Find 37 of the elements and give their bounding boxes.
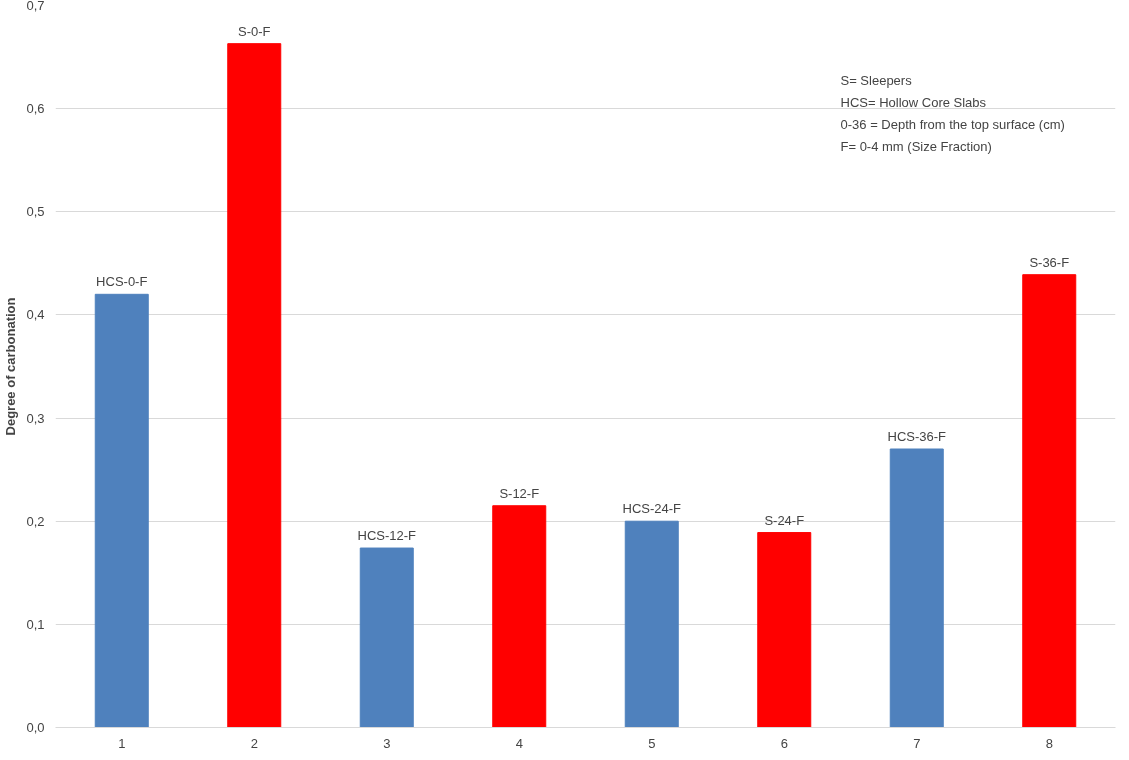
annotation: HCS-24-F [622, 501, 682, 517]
y-axis-title: Degree of carbonation [3, 297, 19, 436]
annotation: 0-36 = Depth from the top surface (cm) [840, 116, 1065, 132]
annotation: S= Sleepers [840, 72, 913, 88]
annotation: HCS-36-F [887, 429, 947, 445]
bar [757, 532, 812, 728]
annotation: S-0-F [238, 23, 271, 39]
x-tick-label: 3 [383, 735, 391, 751]
annotation: S-24-F [764, 512, 805, 528]
bar [889, 448, 944, 728]
y-tick-label: 0,6 [26, 101, 45, 117]
y-tick-label: 0,3 [26, 410, 45, 426]
y-tick-label: 0,2 [26, 513, 45, 529]
annotation: S-12-F [499, 485, 540, 501]
y-tick-label: 0,7 [26, 0, 45, 13]
annotation: HCS-0-F [96, 274, 148, 290]
y-tick-label: 0,4 [26, 307, 45, 323]
annotation: S-36-F [1029, 254, 1070, 270]
y-tick-label: 0,1 [26, 616, 45, 632]
x-tick-label: 2 [250, 735, 258, 751]
y-tick-label: 0,5 [26, 204, 45, 220]
bar [1022, 274, 1077, 728]
x-tick-label: 6 [780, 735, 788, 751]
x-tick-label: 5 [648, 735, 656, 751]
x-tick-label: 1 [118, 735, 126, 751]
bar [94, 293, 149, 728]
bar [227, 43, 282, 728]
annotation: F= 0-4 mm (Size Fraction) [840, 138, 992, 154]
bar [624, 520, 679, 728]
y-tick-label: 0,0 [26, 720, 45, 735]
x-tick-label: 8 [1045, 735, 1053, 751]
x-tick-label: 7 [913, 735, 921, 751]
annotation: HCS= Hollow Core Slabs [840, 94, 987, 110]
bar [359, 547, 414, 728]
x-tick-label: 4 [515, 735, 523, 751]
bar [492, 505, 547, 728]
annotation: HCS-12-F [357, 528, 417, 544]
